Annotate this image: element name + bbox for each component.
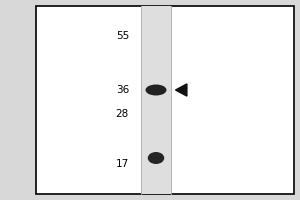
Bar [141, 181, 171, 185]
Bar [141, 37, 171, 40]
Ellipse shape [148, 152, 164, 164]
Bar [141, 97, 171, 100]
Bar [141, 166, 171, 169]
Bar [141, 125, 171, 128]
Bar [141, 113, 171, 116]
Text: 55: 55 [116, 31, 129, 41]
Bar [141, 62, 171, 66]
Bar [141, 144, 171, 147]
Ellipse shape [146, 84, 167, 96]
Bar [141, 15, 171, 19]
Bar [141, 103, 171, 106]
Bar [141, 12, 171, 15]
Bar [141, 50, 171, 53]
Bar [141, 163, 171, 166]
Bar [141, 122, 171, 125]
Bar [141, 87, 171, 91]
Bar [141, 191, 171, 194]
Bar [141, 116, 171, 119]
Bar [141, 69, 171, 72]
Text: 17: 17 [116, 159, 129, 169]
Bar [141, 34, 171, 37]
Bar [141, 56, 171, 59]
Bar [141, 185, 171, 188]
Bar [141, 94, 171, 97]
Polygon shape [176, 84, 187, 96]
Text: 28: 28 [116, 109, 129, 119]
Bar [141, 47, 171, 50]
Bar [141, 40, 171, 44]
Bar [141, 84, 171, 87]
Bar [141, 150, 171, 153]
Bar [141, 172, 171, 175]
Bar [141, 22, 171, 25]
Bar [141, 25, 171, 28]
Bar [141, 153, 171, 156]
Bar [36, 6, 294, 194]
Bar [141, 141, 171, 144]
Bar [141, 72, 171, 75]
Bar [141, 156, 171, 160]
Bar [141, 175, 171, 178]
Text: 36: 36 [116, 85, 129, 95]
Bar [141, 109, 171, 113]
Bar [141, 9, 171, 12]
Bar [141, 66, 171, 69]
Bar [141, 119, 171, 122]
Bar [141, 134, 171, 138]
Bar [141, 160, 171, 163]
Bar [141, 138, 171, 141]
Bar [141, 147, 171, 150]
Bar [141, 19, 171, 22]
Bar [141, 106, 171, 109]
Bar [141, 100, 171, 103]
Bar [141, 44, 171, 47]
Bar [141, 91, 171, 94]
Bar [141, 6, 171, 9]
Bar [141, 75, 171, 78]
Bar [141, 131, 171, 134]
Bar [141, 188, 171, 191]
Bar [141, 78, 171, 81]
Bar [141, 169, 171, 172]
Bar [141, 178, 171, 181]
Bar [141, 81, 171, 84]
Bar [141, 53, 171, 56]
Bar [141, 128, 171, 131]
Bar [141, 59, 171, 62]
Bar [141, 28, 171, 31]
Bar [141, 31, 171, 34]
